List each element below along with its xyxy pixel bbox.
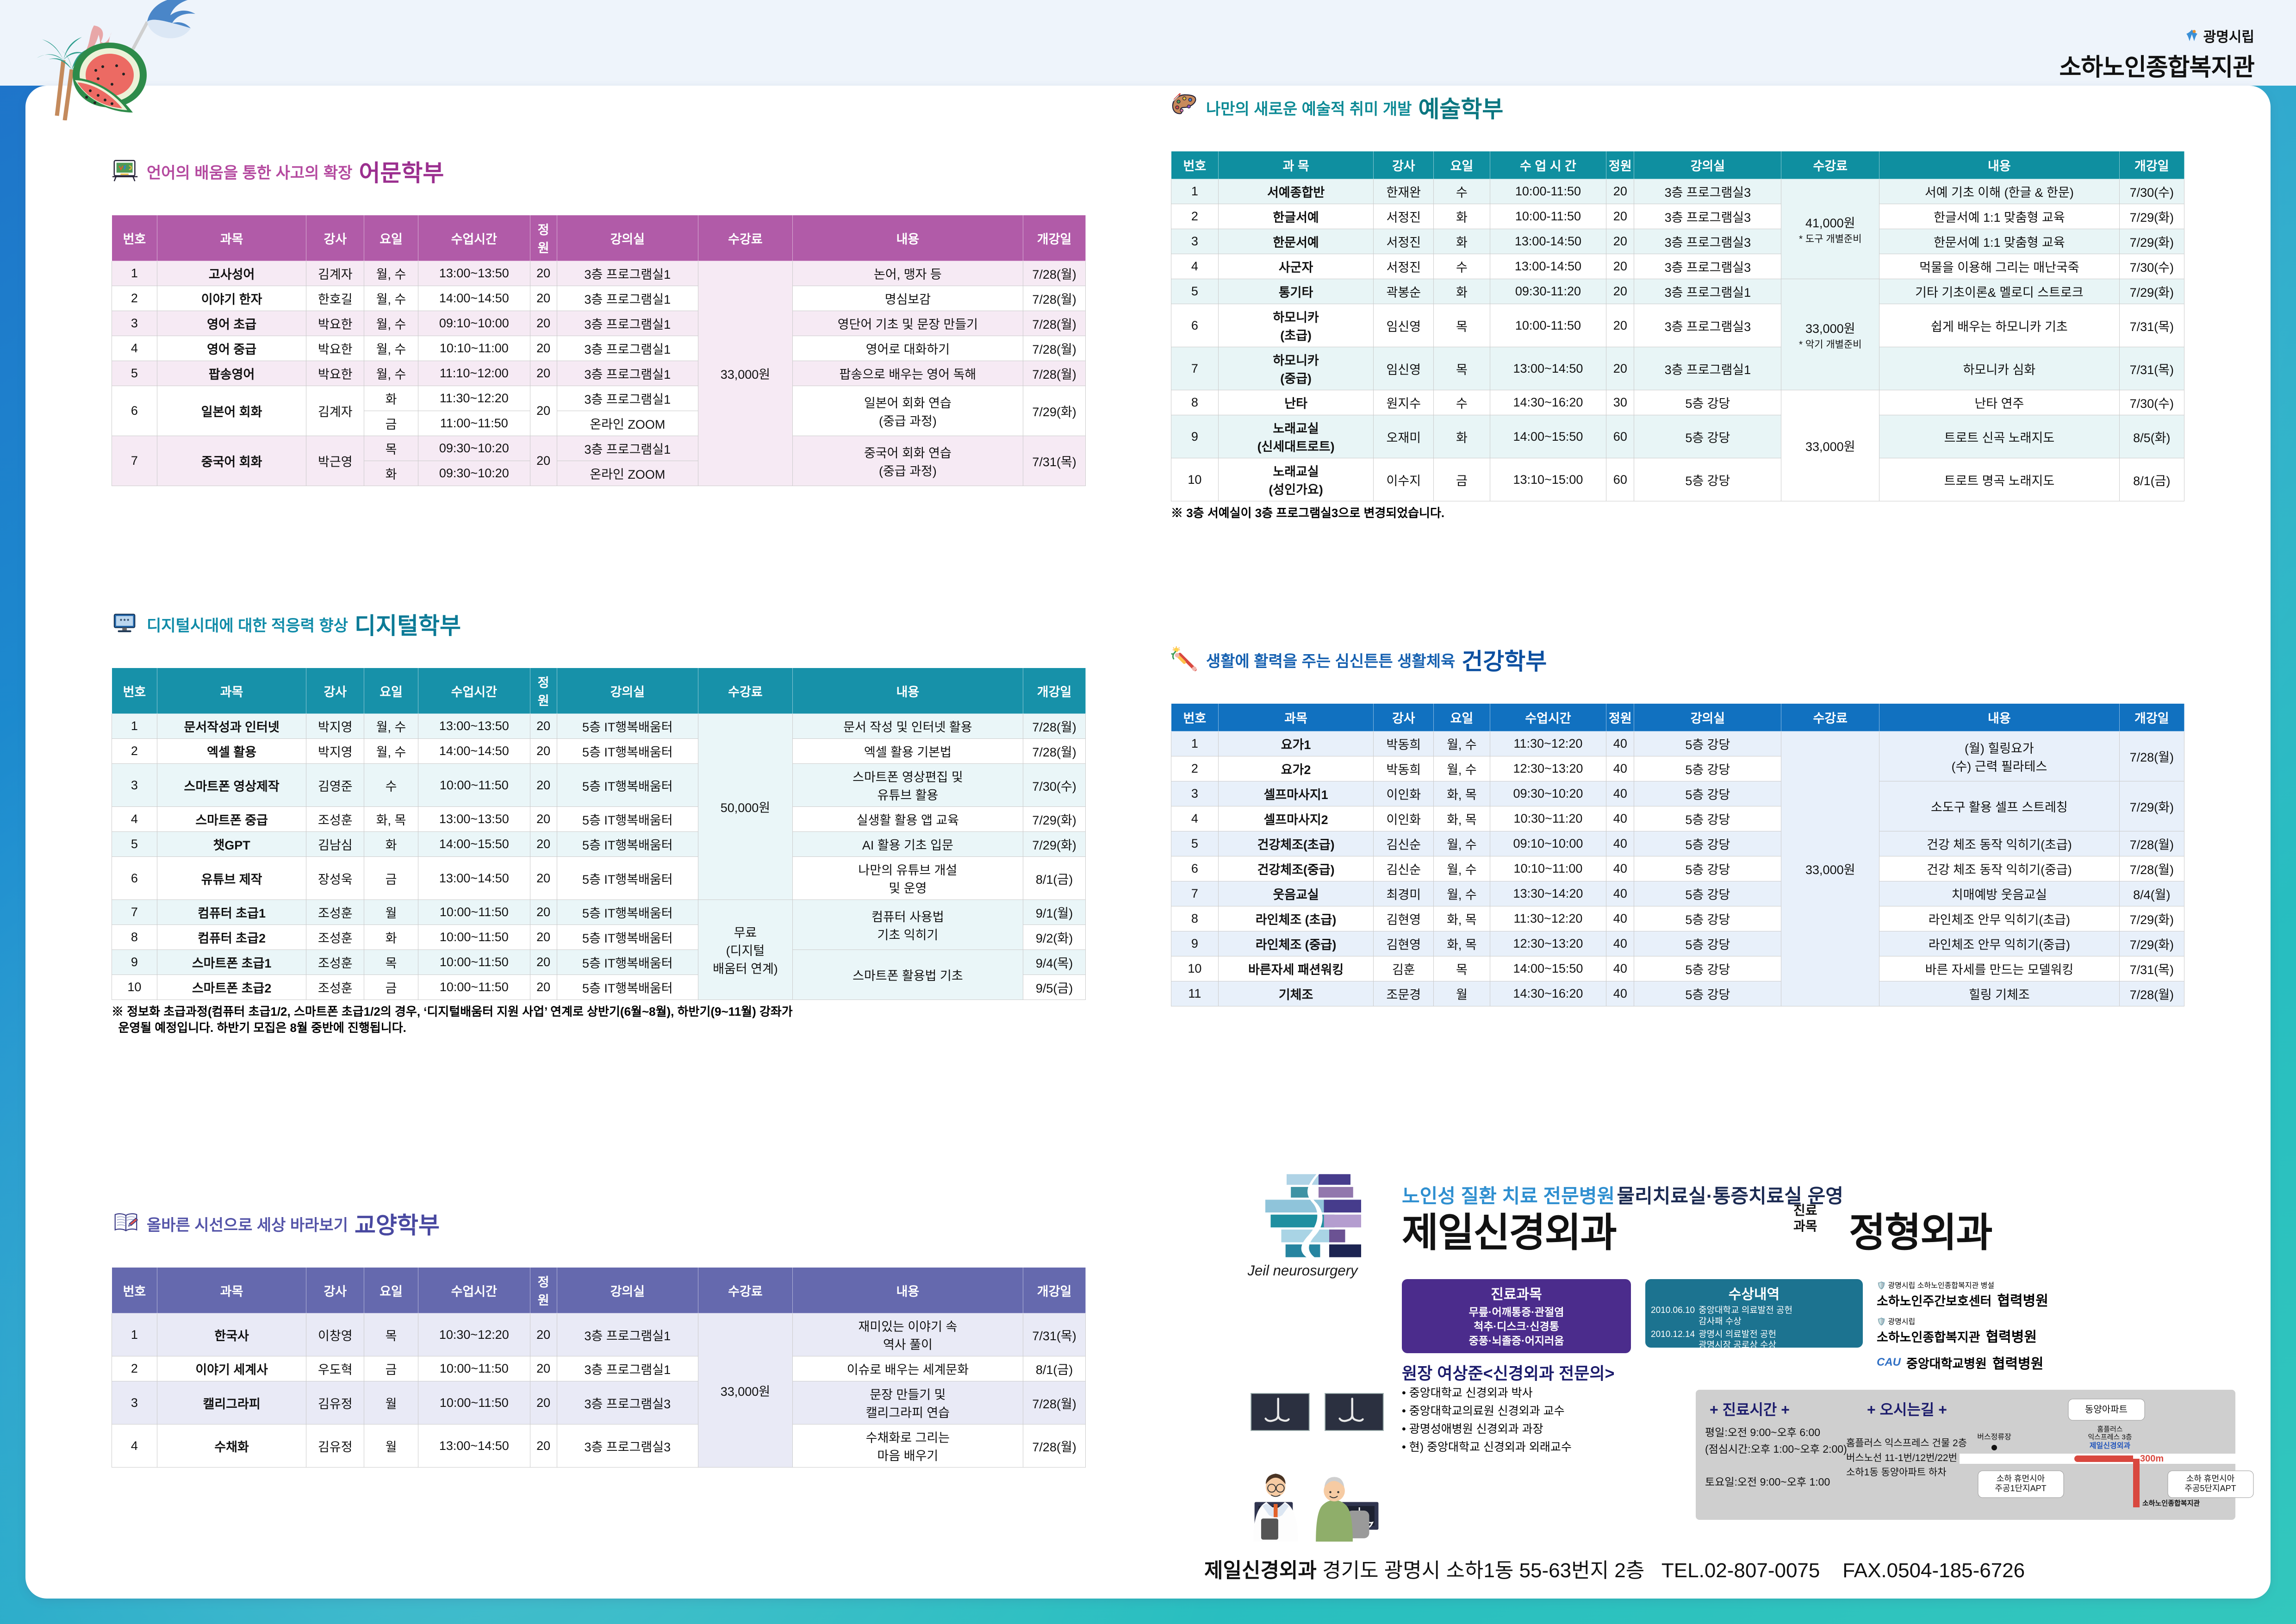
svg-text:소하 휴먼시아: 소하 휴먼시아	[2186, 1474, 2235, 1483]
svg-text:소하 휴먼시아: 소하 휴먼시아	[1997, 1474, 2045, 1483]
svg-text:주공5단지APT: 주공5단지APT	[2184, 1484, 2236, 1493]
svg-text:버스정류장: 버스정류장	[1977, 1433, 2011, 1441]
svg-text:주공1단지APT: 주공1단지APT	[1995, 1484, 2046, 1493]
svg-text:300m: 300m	[2140, 1454, 2164, 1464]
svg-text:홈플러스: 홈플러스	[2097, 1425, 2122, 1433]
svg-text:소하노인종합복지관: 소하노인종합복지관	[2142, 1499, 2200, 1507]
svg-text:제일신경외과: 제일신경외과	[2090, 1442, 2131, 1450]
svg-text:***: ***	[119, 618, 130, 625]
svg-text:익스프레스 3층: 익스프레스 3층	[2088, 1433, 2132, 1441]
svg-text:Jeil neurosurgery: Jeil neurosurgery	[1248, 1262, 1359, 1279]
svg-text:동양아파트: 동양아파트	[2085, 1404, 2128, 1415]
